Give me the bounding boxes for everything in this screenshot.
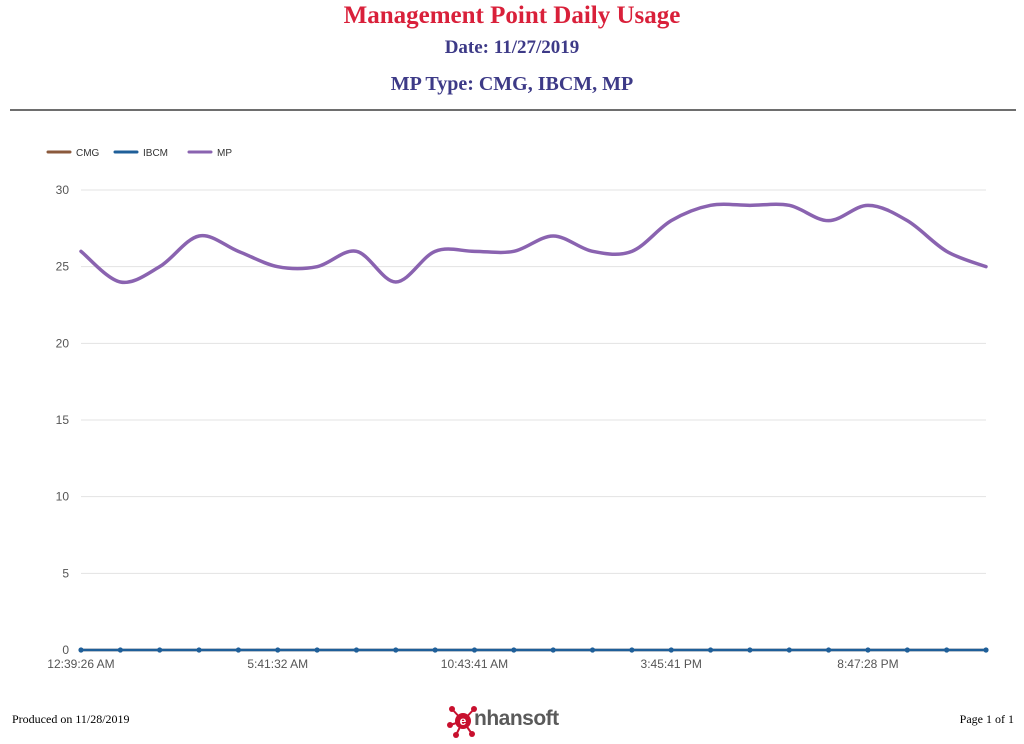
- produced-on-text: Produced on 11/28/2019: [12, 712, 130, 726]
- x-tick-label: 3:45:41 PM: [641, 657, 702, 671]
- legend-label-mp: MP: [217, 148, 232, 159]
- y-tick-label: 20: [56, 336, 70, 350]
- report-mp-type: MP Type: CMG, IBCM, MP: [390, 73, 634, 95]
- data-point-ibcm: [117, 647, 123, 653]
- y-tick-label: 15: [56, 413, 70, 427]
- enhansoft-logo: e nhansoft: [446, 703, 576, 739]
- page-number-text: Page 1 of 1: [959, 712, 1014, 726]
- data-point-ibcm: [393, 647, 399, 653]
- enhansoft-logo-icon: e: [447, 706, 477, 738]
- data-point-ibcm: [944, 647, 950, 653]
- data-point-ibcm: [747, 647, 753, 653]
- usage-line-chart: 0 5 10 15 20 25 30 12:39:26 AM 5:41:32 AM 10:43:4…: [46, 148, 989, 671]
- data-point-ibcm: [629, 647, 635, 653]
- data-point-ibcm: [353, 647, 360, 653]
- data-point-ibcm: [589, 647, 596, 653]
- data-point-ibcm: [314, 647, 320, 653]
- y-tick-label: 5: [62, 566, 69, 580]
- x-tick-label: 5:41:32 AM: [247, 657, 308, 671]
- data-point-ibcm: [904, 647, 910, 653]
- data-point-ibcm: [275, 647, 281, 653]
- data-point-ibcm: [786, 647, 792, 653]
- data-point-ibcm: [471, 647, 478, 653]
- enhansoft-logo-text: nhansoft: [474, 707, 559, 730]
- y-tick-label: 10: [56, 490, 70, 504]
- data-point-ibcm: [235, 647, 241, 653]
- report-date: Date: 11/27/2019: [444, 37, 580, 58]
- data-point-ibcm: [668, 647, 674, 653]
- y-tick-label: 25: [56, 260, 70, 274]
- data-point-ibcm: [196, 647, 202, 653]
- data-point-ibcm: [78, 647, 84, 653]
- legend-label-cmg: CMG: [76, 148, 100, 159]
- svg-text:e: e: [460, 714, 467, 728]
- data-point-ibcm: [865, 647, 871, 653]
- legend-label-ibcm: IBCM: [143, 148, 168, 159]
- data-point-ibcm: [707, 647, 714, 653]
- header-divider: [10, 109, 1016, 111]
- data-point-ibcm: [550, 647, 556, 653]
- data-point-ibcm: [983, 647, 989, 653]
- data-point-ibcm: [511, 647, 517, 653]
- series-line-mp: [79, 202, 988, 285]
- data-point-ibcm: [157, 647, 163, 653]
- x-tick-label: 12:39:26 AM: [47, 657, 114, 671]
- data-point-ibcm: [432, 647, 438, 653]
- y-tick-label: 0: [62, 643, 69, 657]
- y-tick-label: 30: [56, 183, 70, 197]
- x-tick-label: 8:47:28 PM: [837, 657, 898, 671]
- report-title: Management Point Daily Usage: [343, 2, 681, 29]
- data-point-ibcm: [826, 647, 832, 653]
- x-tick-label: 10:43:41 AM: [441, 657, 508, 671]
